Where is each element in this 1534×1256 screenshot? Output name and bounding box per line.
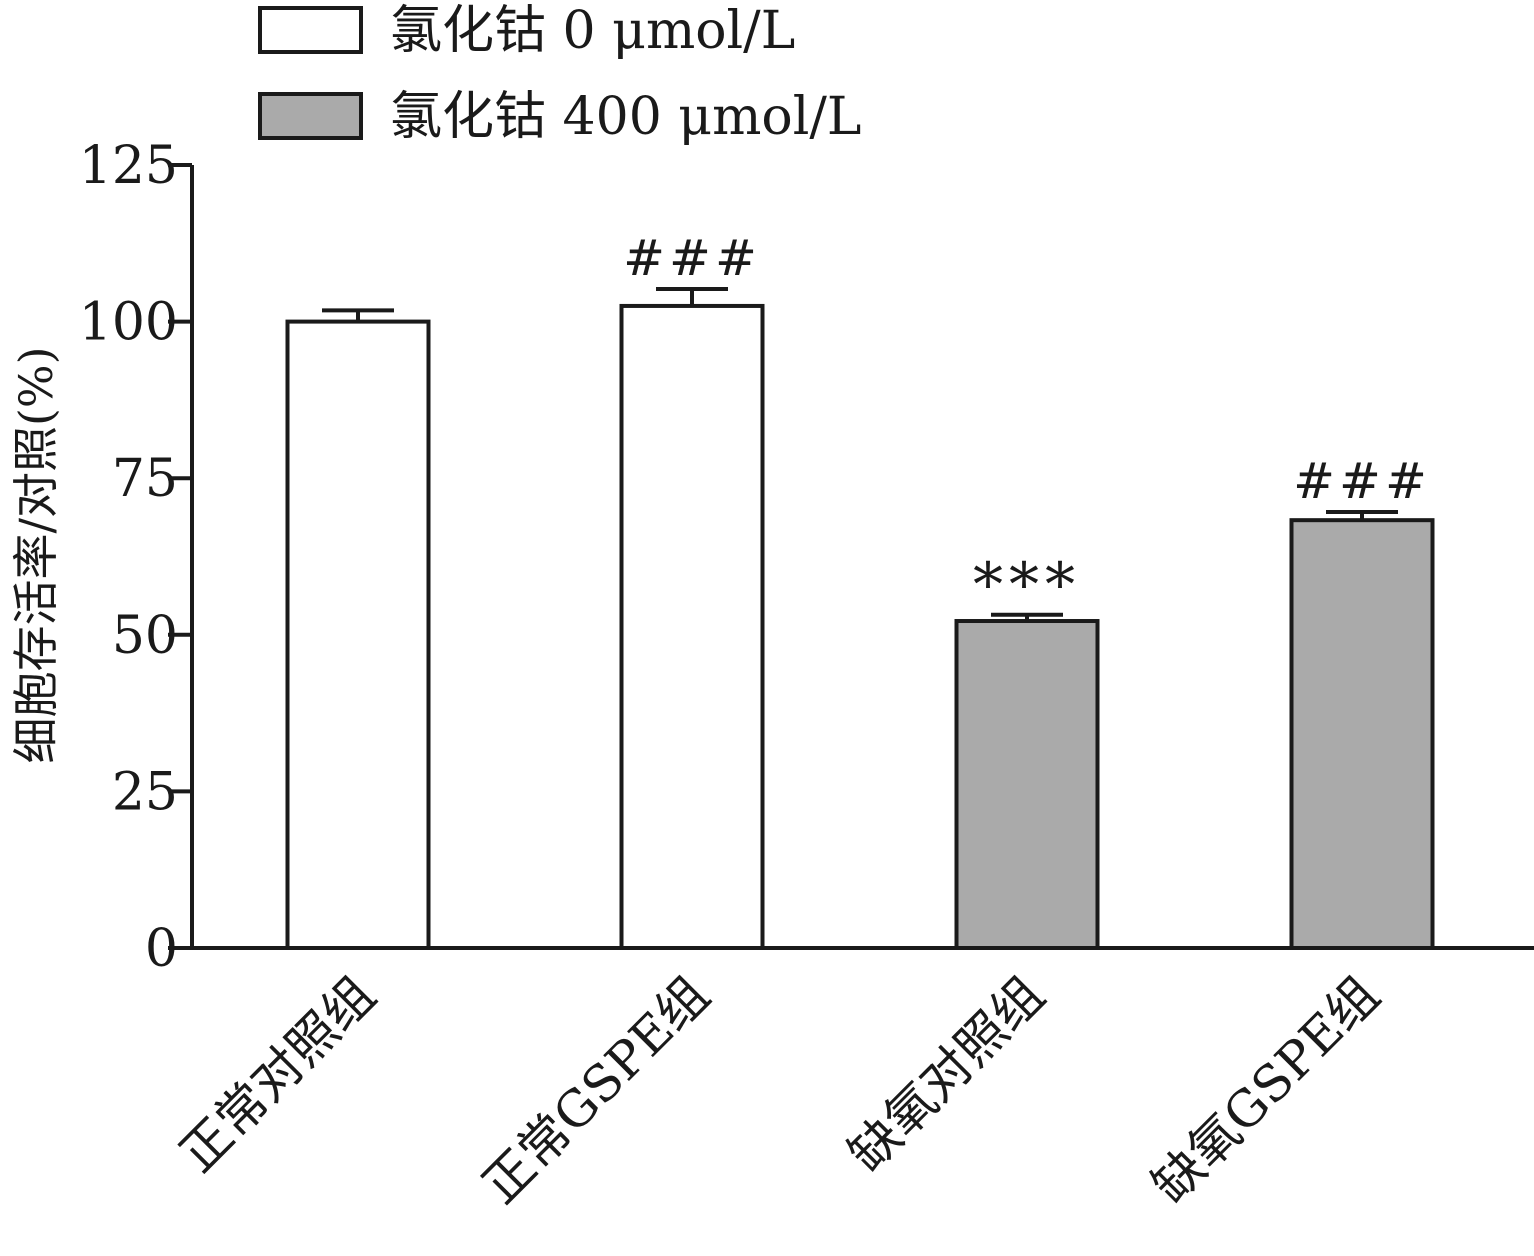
category-label-0: 正常对照组 xyxy=(169,965,387,1183)
significance-label-2: *** xyxy=(973,550,1081,620)
legend-swatch-1 xyxy=(258,92,363,140)
legend-label-1: 氯化钴 400 μmol/L xyxy=(390,87,861,147)
y-tick-label-5: 125 xyxy=(79,136,178,196)
significance-label-1: ### xyxy=(623,229,761,287)
y-tick-label-2: 50 xyxy=(112,606,178,666)
bar-0 xyxy=(285,319,431,951)
legend-swatch-0 xyxy=(258,6,363,54)
legend-label-0: 氯化钴 0 μmol/L xyxy=(390,1,795,61)
y-axis: 0 25 50 75 100 125 xyxy=(79,136,194,979)
y-tick-label-1: 25 xyxy=(112,762,178,822)
category-label-2: 缺氧对照组 xyxy=(838,965,1056,1183)
bar-3 xyxy=(1289,518,1435,951)
bar-1 xyxy=(619,303,765,950)
y-tick-label-4: 100 xyxy=(79,293,178,353)
y-tick-label-0: 0 xyxy=(145,919,178,979)
y-tick-label-3: 75 xyxy=(112,449,178,509)
significance-label-3: ### xyxy=(1293,452,1431,510)
bar-2 xyxy=(954,619,1100,951)
category-label-3: 缺氧GSPE组 xyxy=(1141,965,1390,1214)
legend: 氯化钴 0 μmol/L 氯化钴 400 μmol/L xyxy=(258,1,861,147)
x-axis: 正常对照组 正常GSPE组 缺氧对照组 缺氧GSPE组 xyxy=(169,946,1534,1215)
y-axis-label: 细胞存活率/对照(%) xyxy=(9,346,63,763)
category-label-1: 正常GSPE组 xyxy=(471,965,720,1214)
bars: ### *** ### xyxy=(285,229,1435,951)
